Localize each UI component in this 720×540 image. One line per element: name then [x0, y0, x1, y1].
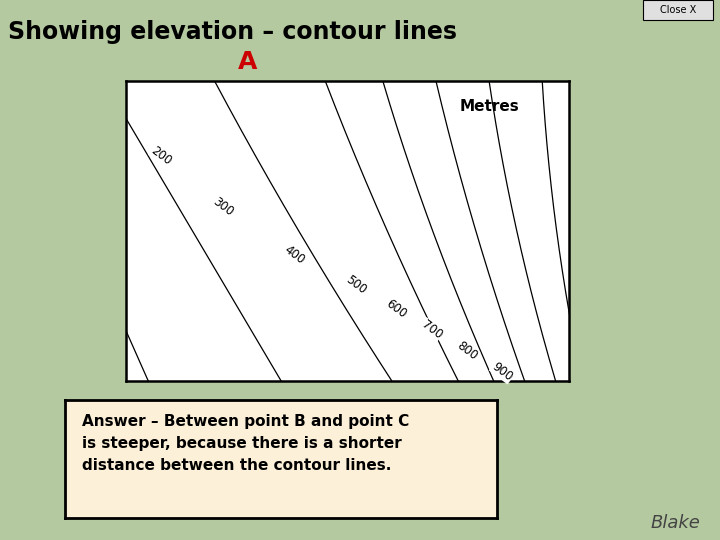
Text: 200: 200 [148, 144, 174, 168]
Text: 600: 600 [383, 297, 409, 321]
Text: A: A [238, 50, 258, 74]
Bar [643, 0, 713, 20]
Text: Metres: Metres [459, 99, 519, 114]
Text: 800: 800 [454, 339, 480, 362]
Text: B: B [535, 168, 554, 192]
Text: Showing elevation – contour lines: Showing elevation – contour lines [8, 20, 457, 44]
Text: Close X: Close X [660, 5, 696, 15]
Text: 700: 700 [419, 318, 444, 342]
Text: 300: 300 [211, 195, 236, 219]
Text: 400: 400 [282, 243, 307, 267]
Text: C: C [535, 313, 554, 337]
Text: 500: 500 [343, 273, 369, 296]
Text: Answer – Between point B and point C
is steeper, because there is a shorter
dist: Answer – Between point B and point C is … [82, 414, 410, 473]
Text: Blake: Blake [650, 514, 700, 532]
Text: 900: 900 [490, 360, 516, 383]
